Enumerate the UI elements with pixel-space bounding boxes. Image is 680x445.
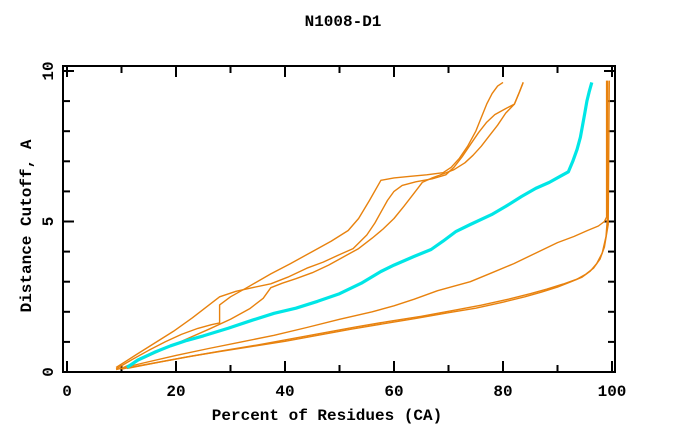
series-line-model-1 (115, 81, 504, 370)
y-axis-label: Distance Cutoff, A (18, 139, 36, 312)
series-line-model-6 (126, 80, 610, 370)
x-tick-label: 20 (166, 383, 185, 401)
x-tick-label: 0 (62, 383, 72, 401)
y-tick-label: 10 (40, 61, 58, 80)
x-axis-label: Percent of Residues (CA) (212, 407, 442, 425)
chart-title: N1008-D1 (305, 13, 382, 31)
x-tick-label: 80 (493, 383, 512, 401)
x-tick-label: 40 (275, 383, 294, 401)
y-tick-label: 5 (40, 217, 58, 227)
series-line-model-3 (121, 82, 524, 370)
x-tick-label: 100 (598, 383, 627, 401)
series-line-highlighted-model (126, 81, 594, 369)
y-tick-label: 0 (40, 367, 58, 377)
series-line-model-2 (115, 82, 524, 369)
axes-box (62, 65, 616, 373)
plot-area: 0 20 40 60 80 100 0 5 10 (40, 61, 626, 401)
x-tick-label: 60 (384, 383, 403, 401)
series-line-model-4 (115, 80, 608, 371)
